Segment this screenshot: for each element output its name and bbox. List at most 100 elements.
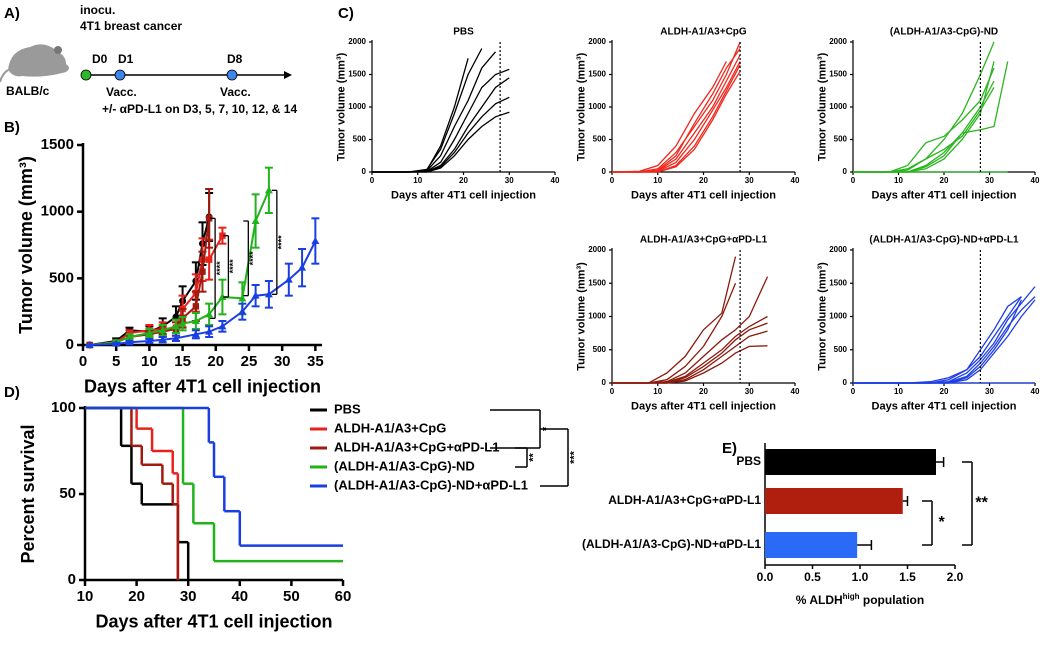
point [199,268,206,275]
y-tick-label: 2000 [588,37,606,46]
panel-label: B) [4,119,20,136]
point [178,319,187,327]
chart-title: ALDH-A1/A3+CpG [660,27,747,38]
bar [765,488,903,514]
significance-label: **** [228,259,238,274]
x-tick-label: 20 [940,176,949,185]
point [311,237,320,244]
mouse-line [853,80,995,173]
y-tick-label: 500 [593,345,607,354]
x-tick-label: 30 [505,176,514,185]
y-axis-label: Tumor volume (mm³) [817,262,829,371]
point [264,290,273,298]
mouse-line [853,61,1009,173]
timeline-arrow [284,71,292,79]
point [125,333,134,340]
y-axis-label: Tumor volume (mm³) [576,262,588,371]
x-tick-label: 0 [610,176,615,185]
point [145,337,154,344]
y-tick-label: 1500 [829,70,847,79]
mouse-line [372,48,483,173]
x-tick-label: 0 [851,387,856,396]
point [264,186,273,194]
panel-label: A) [4,5,20,22]
x-tick-label: 15 [174,353,191,370]
x-tick-label: 10 [141,353,158,370]
chart-title: (ALDH-A1/A3-CpG)-ND [890,27,998,38]
y-tick-label: 500 [353,135,367,144]
x-tick-label: 10 [653,176,662,185]
x-axis-label: Days after 4T1 cell injection [631,401,776,413]
x-tick-label: 20 [128,588,145,605]
x-tick-label: 10 [413,176,422,185]
x-tick-label: 50 [283,588,300,605]
timeline-note: inocu. [80,3,115,17]
bar [765,449,936,475]
y-tick-label: 50 [59,485,76,502]
y-tick-label: 500 [593,135,607,144]
mouse-line [612,283,737,384]
mouse-line [853,296,1022,384]
mouse-line [612,70,741,173]
point [218,293,227,300]
point [238,294,247,302]
mouse-line [372,111,510,173]
chart-title: PBS [453,27,474,38]
mouse-icon [8,44,69,77]
x-tick-label: 2.0 [947,570,964,584]
point [238,307,247,315]
y-tick-label: 1000 [829,102,847,111]
panel-a: BALB/c inocu. 4T1 breast cancer D0 D1 D8… [0,3,297,116]
y-tick-label: 1000 [588,312,606,321]
x-tick-label: 40 [551,176,560,185]
panel-label: D) [4,384,20,401]
error-bar [936,457,945,467]
x-tick-label: 1.0 [852,570,869,584]
mouse-line [853,299,1022,384]
x-tick-label: 60 [335,588,352,605]
legend-label: PBS [334,401,361,416]
day-label: D0 [92,52,108,66]
mouse-line [853,87,995,173]
y-axis-label: Percent survival [18,424,38,563]
x-tick-label: 0 [370,176,375,185]
chart-title: ALDH-A1/A3+CpG+αPD-L1 [640,235,768,246]
timeline-point [226,69,238,81]
host-label: BALB/c [6,84,50,98]
panel-label: C) [338,5,354,22]
x-axis-label: Days after 4T1 cell injection [84,377,321,397]
y-tick-label: 500 [834,345,848,354]
timeline-note: 4T1 breast cancer [80,19,182,33]
y-axis-label: Tumor volume (mm³) [576,52,588,161]
mouse-line [853,67,995,173]
x-tick-label: 30 [180,588,197,605]
point [298,263,307,271]
y-tick-label: 1500 [829,278,847,287]
mouse-line [853,41,995,173]
x-tick-label: 25 [241,353,258,370]
x-tick-label: 10 [653,387,662,396]
x-tick-label: 0 [851,176,856,185]
point [145,329,154,336]
day-label: D8 [227,52,243,66]
point [191,330,200,338]
timeline-point [114,69,126,81]
point [171,334,180,342]
y-tick-label: 0 [66,336,74,353]
point [125,338,134,346]
panel-label: E) [722,440,737,457]
y-tick-label: 2000 [829,245,847,254]
y-tick-label: 0 [602,378,607,387]
x-tick-label: 30 [274,353,291,370]
mouse-tail [0,69,9,83]
point [205,310,214,318]
category-label: (ALDH-A1/A3-CpG)-ND+αPD-L1 [582,537,761,551]
x-tick-label: 40 [231,588,248,605]
y-tick-label: 0 [68,571,76,588]
x-tick-label: 40 [1031,387,1040,396]
x-tick-label: 20 [207,353,224,370]
point [205,256,213,263]
x-tick-label: 20 [940,387,949,396]
point [205,215,213,222]
mouse-line [853,286,1036,384]
